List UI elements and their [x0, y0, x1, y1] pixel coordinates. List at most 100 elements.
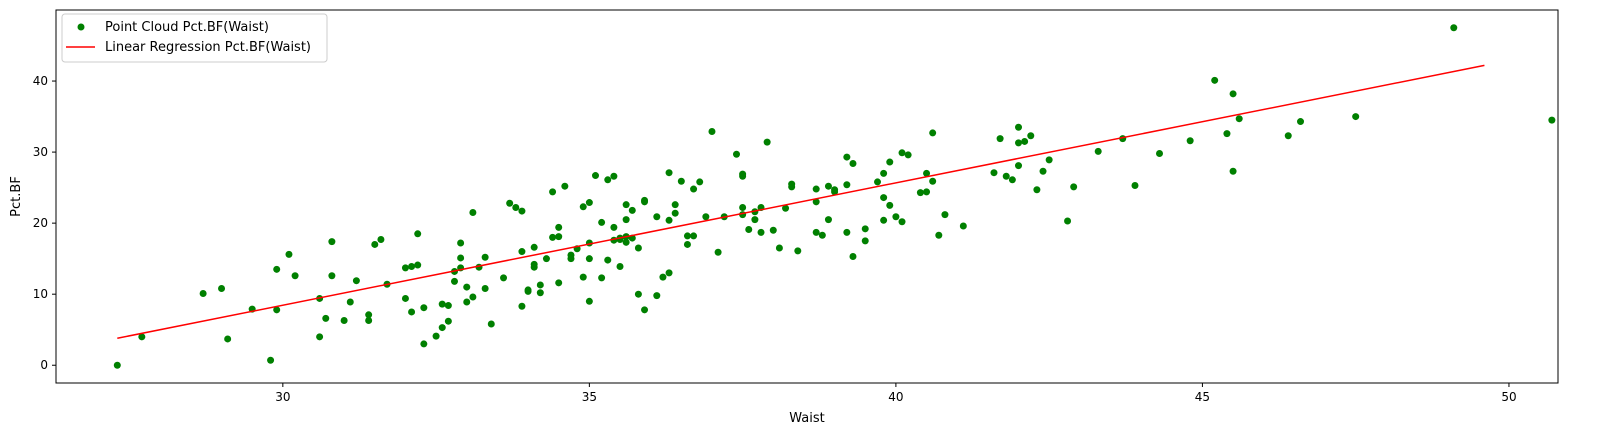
scatter-point: [371, 240, 379, 248]
scatter-point: [1223, 130, 1231, 138]
scatter-point: [665, 169, 673, 177]
scatter-point: [1450, 24, 1458, 32]
scatter-point: [861, 237, 869, 245]
x-tick-label: 35: [582, 390, 597, 404]
scatter-point: [273, 265, 281, 273]
scatter-point: [880, 194, 888, 202]
scatter-point: [585, 297, 593, 305]
scatter-point: [886, 201, 894, 209]
scatter-point: [665, 216, 673, 224]
scatter-point: [1186, 137, 1194, 145]
scatter-point: [880, 169, 888, 177]
scatter-point: [653, 213, 661, 221]
scatter-point: [1211, 76, 1219, 84]
scatter-point: [1015, 162, 1023, 170]
scatter-point: [328, 238, 336, 246]
scatter-point: [996, 135, 1004, 143]
scatter-point: [481, 285, 489, 293]
scatter-point: [457, 239, 465, 247]
scatter-point: [481, 253, 489, 261]
legend: Point Cloud Pct.BF(Waist) Linear Regress…: [61, 13, 328, 63]
scatter-point: [677, 177, 685, 185]
scatter-point: [542, 255, 550, 263]
scatter-point: [714, 248, 722, 256]
scatter-point: [874, 178, 882, 186]
scatter-point: [291, 272, 299, 280]
scatter-point: [916, 189, 924, 197]
scatter-point: [935, 231, 943, 239]
scatter-point: [824, 216, 832, 224]
scatter-point: [585, 255, 593, 263]
scatter-point: [990, 169, 998, 177]
scatter-point: [598, 274, 606, 282]
legend-scatter-label: Point Cloud Pct.BF(Waist): [105, 20, 269, 35]
scatter-point: [880, 216, 888, 224]
scatter-point: [1297, 118, 1305, 126]
scatter-point: [812, 198, 820, 206]
scatter-point: [438, 324, 446, 332]
scatter-point: [959, 222, 967, 230]
scatter-point: [1548, 116, 1556, 124]
scatter-point: [671, 209, 679, 217]
scatter-point: [316, 333, 324, 341]
scatter-point: [506, 199, 514, 207]
scatter-point: [420, 340, 428, 348]
scatter-point: [408, 262, 416, 270]
scatter-point: [1284, 132, 1292, 140]
scatter-point: [843, 181, 851, 189]
scatter-point: [555, 223, 563, 231]
scatter-point: [1033, 186, 1041, 194]
scatter-point: [518, 207, 526, 215]
scatter-point: [555, 233, 563, 241]
scatter-point: [567, 251, 575, 259]
scatter-point: [224, 335, 232, 343]
scatter-point: [812, 185, 820, 193]
x-axis-label: Waist: [789, 411, 824, 426]
scatter-point: [444, 302, 452, 310]
x-tick-label: 40: [888, 390, 903, 404]
scatter-point: [1008, 176, 1016, 184]
scatter-point: [732, 150, 740, 158]
scatter-point: [322, 314, 330, 322]
y-axis: 0 10 20 30 40: [33, 74, 56, 372]
scatter-point: [414, 230, 422, 238]
scatter-point: [824, 182, 832, 190]
scatter-point: [340, 316, 348, 324]
scatter-point: [861, 225, 869, 233]
scatter-point: [1015, 123, 1023, 131]
y-tick-label: 10: [33, 287, 48, 301]
scatter-point: [653, 292, 661, 300]
scatter-point: [757, 228, 765, 236]
scatter-point: [591, 172, 599, 180]
scatter-point: [1027, 132, 1035, 140]
scatter-point: [561, 182, 569, 190]
scatter-point: [524, 287, 532, 295]
scatter-point: [273, 306, 281, 314]
scatter-point: [622, 238, 630, 246]
scatter-point: [469, 208, 477, 216]
scatter-point: [1156, 150, 1164, 158]
scatter-point: [549, 188, 557, 196]
legend-line-label: Linear Regression Pct.BF(Waist): [105, 40, 311, 55]
y-tick-label: 40: [33, 74, 48, 88]
scatter-point: [1131, 181, 1139, 189]
scatter-point: [218, 285, 226, 293]
scatter-point: [377, 235, 385, 243]
scatter-point: [641, 306, 649, 314]
scatter-point: [849, 159, 857, 167]
scatter-point: [579, 273, 587, 281]
scatter-point: [739, 172, 747, 180]
scatter-point: [420, 304, 428, 312]
scatter-point: [487, 320, 495, 328]
scatter-point: [763, 138, 771, 146]
scatter-point: [683, 240, 691, 248]
scatter-point: [634, 290, 642, 298]
scatter-point: [138, 333, 146, 341]
scatter-point: [414, 261, 422, 269]
scatter-point: [518, 302, 526, 310]
scatter-point: [463, 298, 471, 306]
scatter-point: [438, 300, 446, 308]
scatter-point: [769, 226, 777, 234]
scatter-point: [690, 185, 698, 193]
scatter-point: [702, 213, 710, 221]
